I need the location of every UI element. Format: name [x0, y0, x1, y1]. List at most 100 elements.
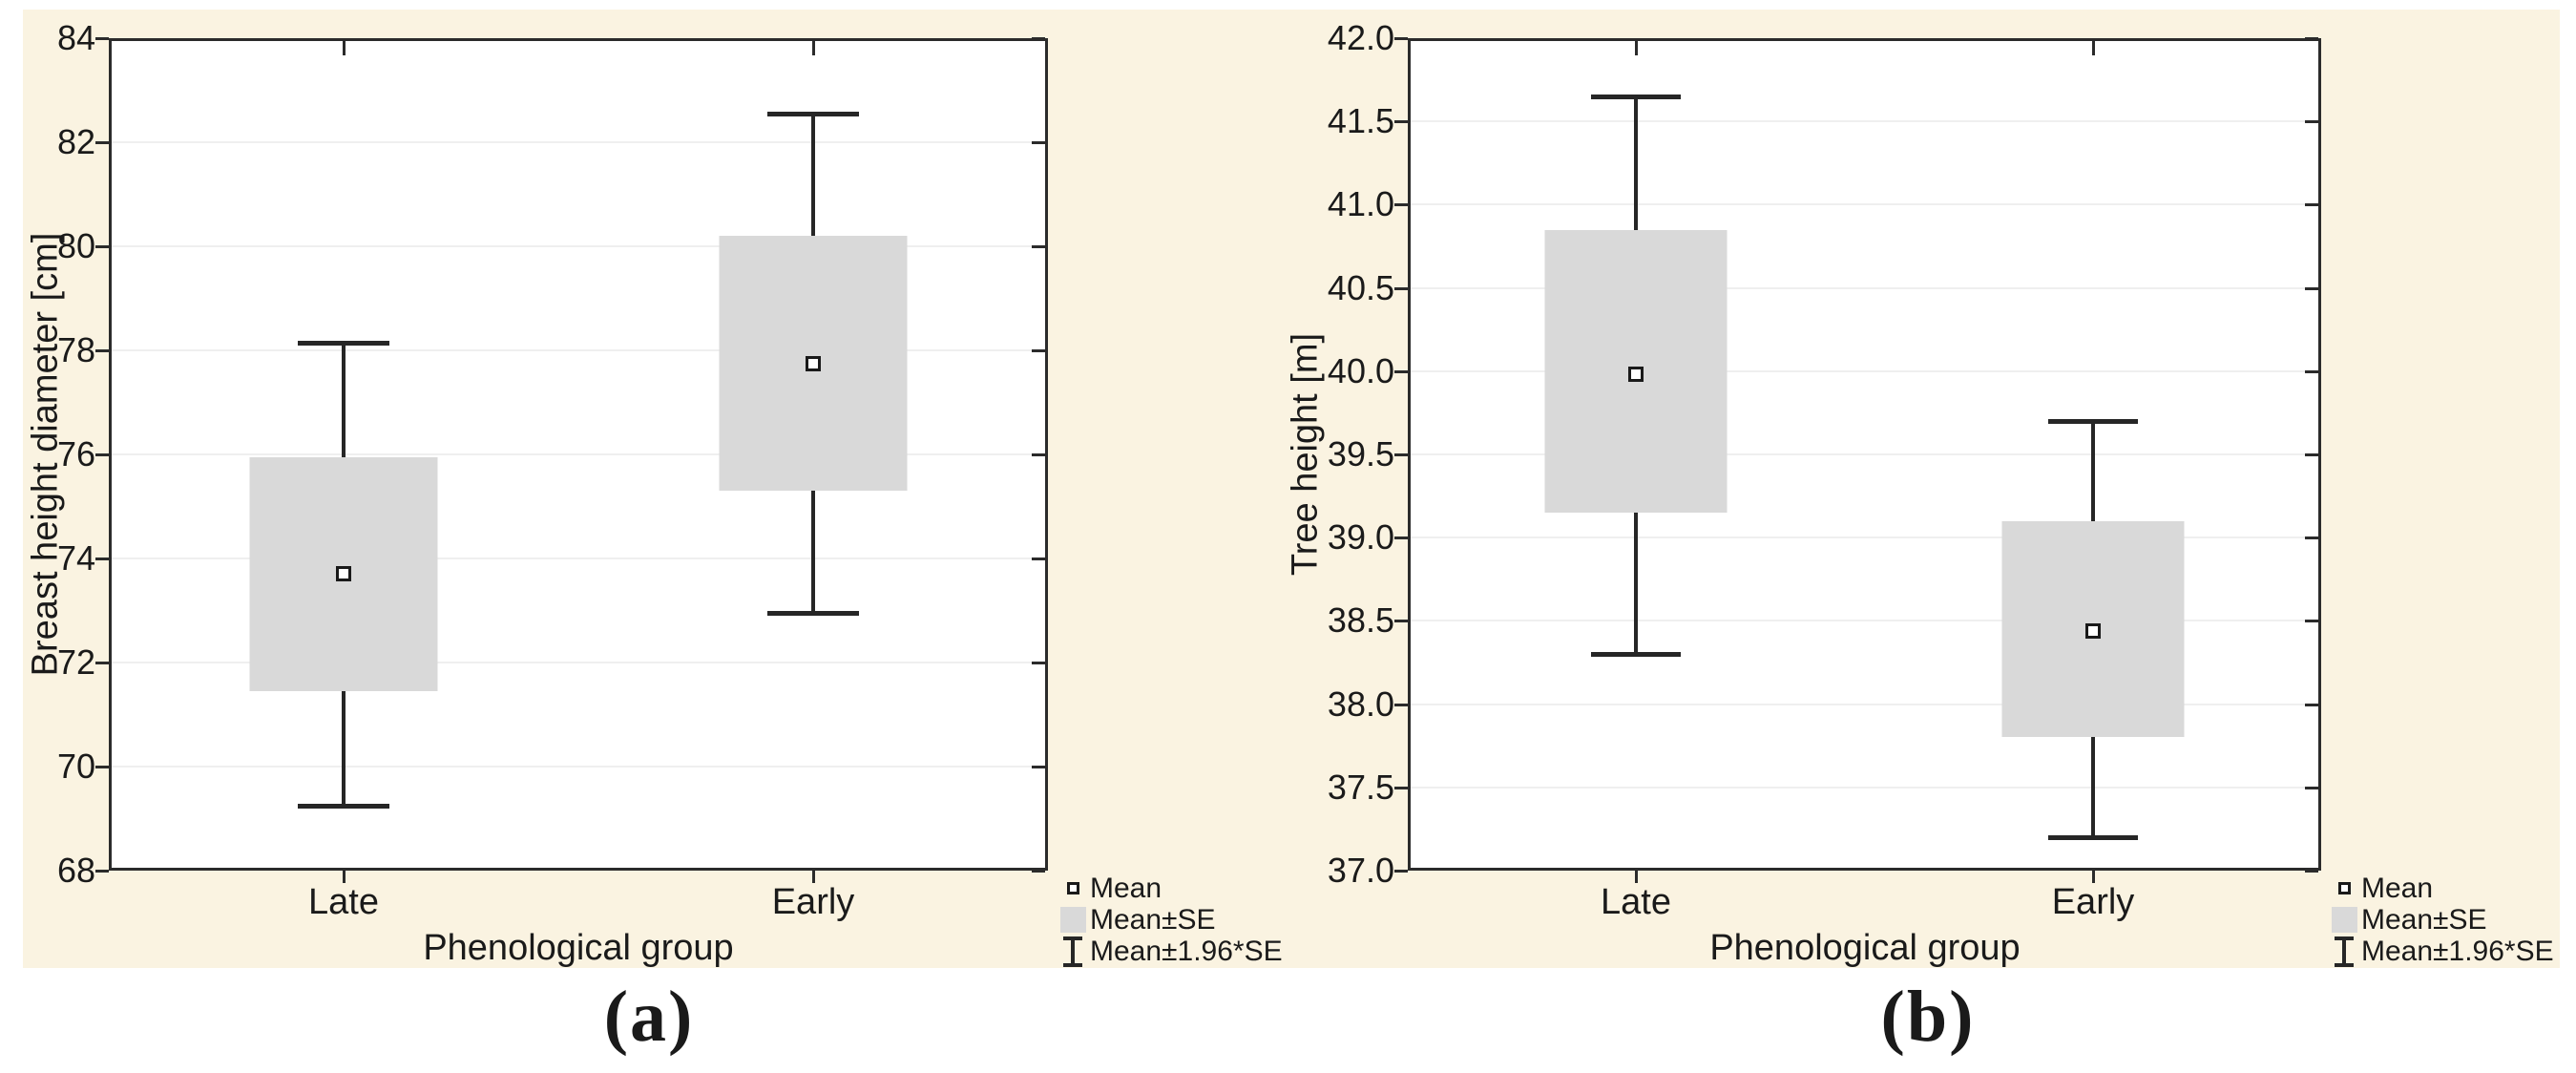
gridline — [112, 558, 1045, 559]
y-tick-label: 76 — [56, 434, 95, 473]
x-tick-label-early: Early — [2051, 882, 2135, 922]
y-tick-left — [1394, 787, 1408, 789]
legend-label-ci: Mean±1.96*SE — [2361, 936, 2554, 967]
whisker-cap-low-early — [767, 611, 859, 616]
y-tick-left — [95, 558, 109, 560]
x-tick-bottom — [1635, 871, 1638, 883]
gridline — [1411, 787, 2318, 789]
mean-marker-early — [806, 355, 821, 371]
legend-label-mean: Mean — [2361, 873, 2434, 904]
whisker-cap-high-early — [2048, 419, 2138, 424]
y-tick-right — [1032, 245, 1045, 248]
legend-label-mean: Mean — [1090, 873, 1162, 904]
y-tick-right — [1032, 141, 1045, 144]
whisker-cap-low-late — [298, 804, 389, 809]
y-tick-label: 78 — [56, 330, 95, 369]
y-tick-left — [95, 453, 109, 456]
y-tick-label: 41.0 — [1327, 184, 1394, 223]
x-tick-top — [2092, 41, 2095, 55]
y-tick-left — [95, 349, 109, 352]
legend-row-mean: Mean — [2327, 873, 2554, 904]
y-tick-label: 39.5 — [1327, 434, 1394, 473]
y-tick-label: 39.0 — [1327, 517, 1394, 557]
y-tick-right — [1032, 37, 1045, 40]
y-tick-right — [2305, 453, 2318, 456]
gridline — [1411, 203, 2318, 205]
y-tick-left — [95, 141, 109, 144]
y-tick-right — [2305, 704, 2318, 706]
y-tick-label: 37.0 — [1327, 851, 1394, 890]
x-tick-top — [1635, 41, 1638, 55]
mean-square-icon — [2337, 882, 2351, 894]
gridline — [112, 662, 1045, 663]
y-tick-label: 42.0 — [1327, 18, 1394, 57]
whisker-cap-high-late — [1591, 95, 1681, 99]
caption-a: (a) — [603, 977, 695, 1057]
x-tick-bottom — [343, 871, 346, 883]
y-tick-label: 84 — [56, 18, 95, 57]
x-tick-label-late: Late — [1601, 882, 1671, 922]
y-tick-label: 70 — [56, 747, 95, 786]
y-tick-left — [1394, 120, 1408, 123]
y-tick-label: 38.5 — [1327, 600, 1394, 640]
gridline — [112, 141, 1045, 143]
y-tick-right — [1032, 349, 1045, 352]
whisker-cap-low-late — [1591, 652, 1681, 657]
legend-row-ci: Mean±1.96*SE — [1056, 936, 1283, 967]
y-tick-left — [1394, 453, 1408, 456]
y-tick-label: 38.0 — [1327, 684, 1394, 724]
y-tick-left — [95, 245, 109, 248]
y-tick-right — [2305, 536, 2318, 539]
y-tick-left — [95, 870, 109, 873]
mean-marker-late — [1628, 367, 1644, 383]
y-tick-right — [2305, 870, 2318, 873]
y-tick-right — [1032, 766, 1045, 768]
gridline — [1411, 620, 2318, 621]
gridline — [112, 766, 1045, 768]
mean-marker-late — [336, 566, 351, 582]
y-tick-right — [2305, 620, 2318, 622]
x-tick-bottom — [2092, 871, 2095, 883]
x-tick-top — [812, 41, 815, 55]
legend-label-se: Mean±SE — [1090, 904, 1216, 936]
y-tick-right — [2305, 37, 2318, 40]
gridline — [1411, 370, 2318, 372]
gridline — [1411, 704, 2318, 705]
y-tick-label: 40.0 — [1327, 351, 1394, 390]
y-tick-right — [1032, 870, 1045, 873]
x-tick-label-late: Late — [308, 882, 379, 922]
x-axis-title-a: Phenological group — [423, 928, 734, 968]
whisker-icon — [2335, 936, 2354, 967]
gridline — [112, 349, 1045, 351]
x-axis-title-b: Phenological group — [1709, 928, 2021, 968]
legend-row-se: Mean±SE — [1056, 904, 1283, 936]
y-tick-right — [2305, 203, 2318, 206]
y-tick-left — [1394, 536, 1408, 539]
y-tick-left — [1394, 620, 1408, 622]
y-tick-right — [2305, 787, 2318, 789]
gridline — [1411, 287, 2318, 289]
y-tick-label: 74 — [56, 538, 95, 578]
y-tick-label: 72 — [56, 642, 95, 682]
y-tick-right — [1032, 453, 1045, 456]
y-tick-label: 68 — [56, 851, 95, 890]
legend-label-se: Mean±SE — [2361, 904, 2487, 936]
se-box-icon — [1059, 907, 1086, 933]
y-tick-label: 37.5 — [1327, 768, 1394, 807]
y-tick-label: 82 — [56, 122, 95, 161]
legend-b: Mean Mean±SE Mean±1.96*SE — [2327, 873, 2554, 967]
y-tick-label: 80 — [56, 226, 95, 265]
y-tick-left — [95, 662, 109, 664]
y-tick-left — [1394, 870, 1408, 873]
mean-marker-early — [2085, 622, 2101, 639]
y-tick-right — [1032, 662, 1045, 664]
legend-row-ci: Mean±1.96*SE — [2327, 936, 2554, 967]
x-tick-top — [343, 41, 346, 55]
y-tick-label: 41.5 — [1327, 101, 1394, 140]
y-tick-left — [1394, 704, 1408, 706]
caption-b: (b) — [1880, 977, 1976, 1057]
gridline — [1411, 120, 2318, 122]
mean-square-icon — [1066, 882, 1079, 894]
y-tick-right — [2305, 120, 2318, 123]
